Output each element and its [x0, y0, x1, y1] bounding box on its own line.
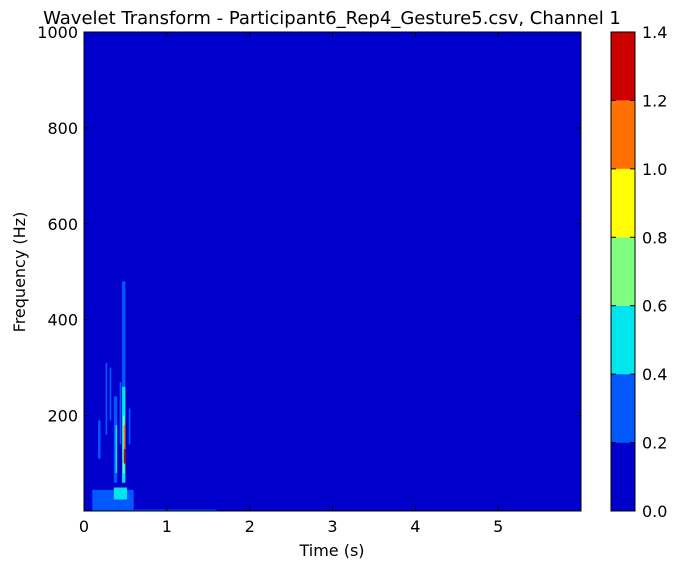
colorbar-band: [611, 100, 635, 169]
x-tick-label: 1: [162, 517, 172, 536]
colorbar-tick-label: 0.8: [642, 228, 667, 247]
heatmap-cell: [128, 408, 131, 445]
colorbar-band: [611, 237, 635, 306]
colorbar-tick-label: 0.2: [642, 434, 667, 453]
x-tick-label: 4: [410, 517, 420, 536]
x-tick-label: 2: [245, 517, 255, 536]
heatmap-cell: [92, 489, 134, 511]
colorbar-tick-label: 1.2: [642, 91, 667, 110]
colorbar-tick-label: 0.4: [642, 365, 667, 384]
colorbar-tick-label: 1.0: [642, 160, 667, 179]
y-tick-label: 400: [47, 311, 78, 330]
colorbar-band: [611, 374, 635, 443]
heatmap-cell: [123, 449, 126, 464]
heatmap-cell: [122, 415, 125, 474]
heatmap-cell: [115, 425, 118, 474]
colorbar: 0.0 0.2 0.4 0.6 0.8 1.0 1.2 1.4: [610, 23, 667, 521]
heatmap-cell: [105, 362, 108, 435]
x-tick-label: 0: [79, 517, 89, 536]
colorbar-band: [611, 305, 635, 375]
y-tick-label: 800: [47, 119, 78, 138]
colorbar-band: [611, 32, 635, 101]
heatmap-plot-area: [83, 31, 582, 512]
heatmap-cell: [119, 382, 122, 445]
heatmap-cell: [113, 487, 128, 500]
colorbar-band: [611, 442, 635, 511]
y-axis-ticks: 200 400 600 800 1000: [37, 23, 581, 426]
heatmap-cell: [133, 509, 217, 511]
heatmap-background: [84, 32, 581, 511]
y-tick-label: 200: [47, 407, 78, 426]
heatmap-cell: [98, 420, 101, 459]
heatmap-cell: [122, 281, 126, 459]
colorbar-tick-label: 0.6: [642, 297, 667, 316]
x-axis-ticks: 0 1 2 3 4 5: [79, 32, 503, 536]
y-tick-label: 600: [47, 215, 78, 234]
colorbar-tick-label: 0.0: [642, 502, 667, 521]
x-tick-label: 3: [327, 517, 337, 536]
colorbar-tick-label: 1.4: [642, 23, 667, 42]
y-axis-label: Frequency (Hz): [10, 212, 29, 333]
heatmap-cell: [109, 367, 112, 421]
heatmap-cell: [123, 425, 126, 450]
colorbar-frame: [610, 31, 636, 512]
colorbar-band: [611, 168, 635, 238]
x-axis-label: Time (s): [298, 541, 364, 560]
heatmap-features: [92, 281, 217, 511]
chart-title: Wavelet Transform - Participant6_Rep4_Ge…: [43, 8, 621, 29]
x-tick-label: 5: [493, 517, 503, 536]
y-tick-label: 1000: [37, 23, 78, 42]
